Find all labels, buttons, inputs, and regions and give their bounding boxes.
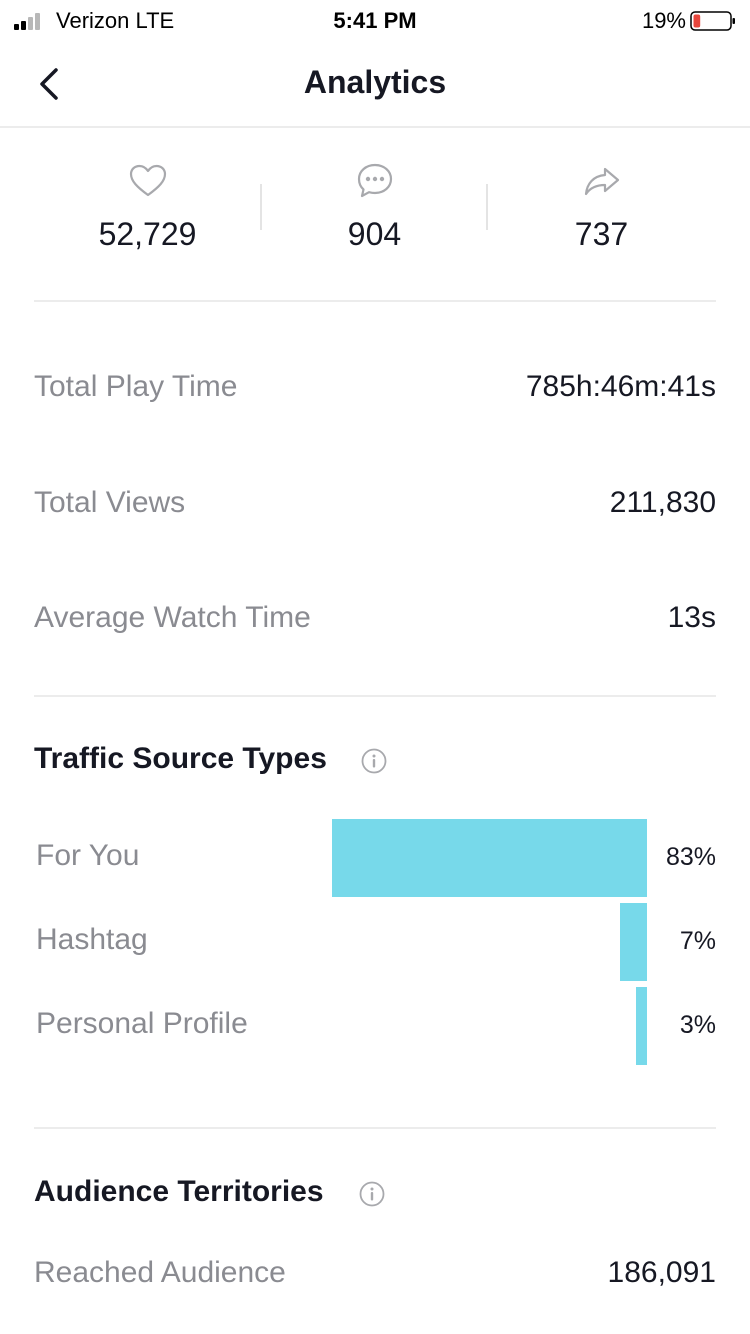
metric-label: Average Watch Time [34,601,311,634]
chevron-left-icon[interactable] [34,64,68,104]
status-bar: Verizon LTE 5:41 PM 19% [0,0,750,40]
traffic-row: Hashtag 7% [34,903,716,981]
battery-icon [690,11,735,31]
traffic-bar [331,819,647,897]
engagement-stats: 52,729 904 737 [34,150,716,302]
metric-value: 211,830 [609,486,716,519]
signal-strength-icon [14,13,40,30]
metric-label: Reached Audience [34,1256,286,1289]
info-icon[interactable] [361,748,387,774]
share-icon [584,167,619,196]
traffic-percent: 7% [679,927,716,955]
shares-stat: 737 [488,150,715,253]
traffic-row: For You 83% [34,819,716,897]
comments-count: 904 [347,216,402,252]
battery-percent: 19% [641,8,686,33]
metric-value: 13s [667,601,716,634]
metric-total-views: Total Views 211,830 [34,482,716,526]
traffic-section-title: Traffic Source Types [34,742,327,775]
traffic-label: Personal Profile [36,1007,248,1040]
traffic-row: Personal Profile 3% [34,987,716,1065]
traffic-label: Hashtag [36,923,148,956]
heart-icon [129,164,166,197]
metric-total-play-time: Total Play Time 785h:46m:41s [34,366,716,410]
metric-value: 186,091 [607,1256,716,1289]
shares-count: 737 [574,216,629,252]
traffic-bar [620,903,647,981]
comments-stat: 904 [261,150,488,253]
traffic-label: For You [36,839,140,872]
traffic-percent: 83% [665,843,716,871]
section-divider [34,695,716,697]
traffic-bar [635,987,647,1065]
nav-bar: Analytics [0,40,750,128]
metric-reached-audience: Reached Audience 186,091 [34,1252,716,1296]
page-title: Analytics [303,64,447,100]
metric-value: 785h:46m:41s [525,370,716,403]
metric-average-watch-time: Average Watch Time 13s [34,597,716,641]
likes-count: 52,729 [98,216,197,252]
traffic-percent: 3% [679,1011,716,1039]
metric-label: Total Play Time [34,370,238,403]
clock: 5:41 PM [333,8,417,33]
audience-section-title: Audience Territories [34,1175,324,1208]
comment-icon [357,163,392,198]
likes-stat: 52,729 [34,150,261,253]
metric-label: Total Views [34,486,186,519]
stat-separator [486,184,488,230]
section-divider [34,1127,716,1129]
carrier-label: Verizon LTE [56,8,175,33]
info-icon[interactable] [359,1181,385,1207]
stat-separator [260,184,262,230]
